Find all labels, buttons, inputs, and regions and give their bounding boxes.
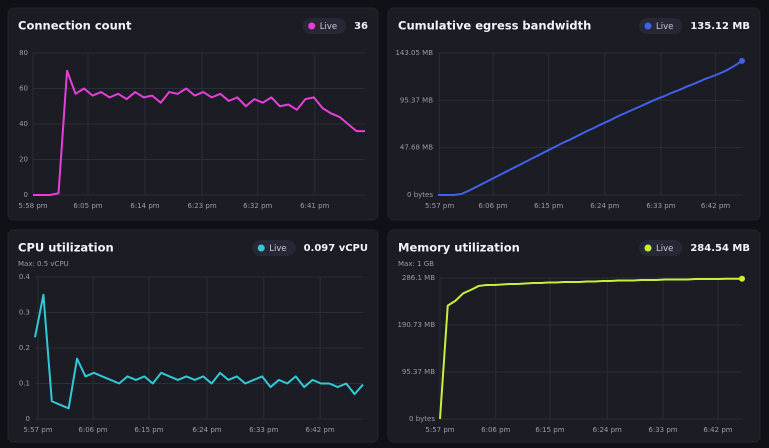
x-tick-label: 6:24 pm — [593, 426, 622, 434]
current-value: 36 — [354, 21, 368, 32]
badge-label: Live — [269, 244, 286, 254]
current-value: 284.54 MB — [690, 243, 750, 254]
y-tick-label: 40 — [19, 120, 28, 128]
x-tick-label: 5:57 pm — [425, 426, 454, 434]
x-tick-label: 6:14 pm — [130, 202, 159, 210]
live-dot — [308, 22, 316, 30]
x-tick-label: 6:15 pm — [134, 426, 163, 434]
x-tick-label: 6:33 pm — [648, 426, 677, 434]
x-tick-label: 6:23 pm — [187, 202, 216, 210]
y-tick-label: 0.3 — [19, 309, 30, 317]
live-dot — [644, 244, 652, 252]
chart-subtitle: Max: 1 GB — [398, 260, 434, 268]
chart-title: Cumulative egress bandwidth — [398, 19, 591, 33]
y-tick-label: 0.2 — [19, 344, 30, 352]
x-tick-label: 6:15 pm — [535, 426, 564, 434]
y-tick-label: 143.05 MB — [395, 49, 433, 57]
x-tick-label: 6:42 pm — [305, 426, 334, 434]
x-tick-label: 6:32 pm — [243, 202, 272, 210]
y-tick-label: 190.73 MB — [397, 321, 435, 329]
panel — [387, 7, 761, 221]
y-tick-label: 95.37 MB — [400, 96, 433, 104]
y-tick-label: 80 — [19, 49, 28, 57]
chart-title: CPU utilization — [18, 241, 114, 255]
panel — [7, 229, 379, 443]
x-tick-label: 5:57 pm — [425, 202, 454, 210]
y-tick-label: 0 bytes — [407, 191, 433, 199]
x-tick-label: 6:06 pm — [481, 426, 510, 434]
x-tick-label: 6:42 pm — [703, 426, 732, 434]
y-tick-label: 0.1 — [19, 380, 30, 388]
live-badge — [252, 240, 296, 256]
live-dot — [257, 244, 265, 252]
y-tick-label: 95.37 MB — [402, 368, 435, 376]
x-tick-label: 6:24 pm — [590, 202, 619, 210]
x-tick-label: 6:33 pm — [646, 202, 675, 210]
x-tick-label: 6:06 pm — [478, 202, 507, 210]
series-line — [438, 60, 743, 196]
y-tick-label: 286.1 MB — [402, 274, 435, 282]
badge-label: Live — [656, 22, 673, 32]
x-tick-label: 6:33 pm — [249, 426, 278, 434]
x-tick-label: 6:42 pm — [701, 202, 730, 210]
badge-label: Live — [320, 22, 337, 32]
chart-title: Connection count — [18, 19, 132, 33]
badge-label: Live — [656, 244, 673, 254]
x-tick-label: 6:06 pm — [78, 426, 107, 434]
y-tick-label: 60 — [19, 85, 28, 93]
chart-title: Memory utilization — [398, 241, 520, 255]
x-tick-label: 6:05 pm — [73, 202, 102, 210]
x-tick-label: 6:15 pm — [534, 202, 563, 210]
x-tick-label: 6:41 pm — [300, 202, 329, 210]
end-marker — [739, 275, 745, 282]
live-badge — [638, 240, 683, 256]
x-tick-label: 5:57 pm — [23, 426, 52, 434]
x-tick-label: 6:24 pm — [192, 426, 221, 434]
end-marker — [739, 57, 745, 64]
live-badge — [638, 18, 683, 34]
y-tick-label: 0 — [24, 191, 28, 199]
series-line — [439, 277, 743, 420]
y-tick-label: 0 — [26, 415, 30, 423]
current-value: 135.12 MB — [690, 21, 750, 32]
y-tick-label: 20 — [19, 156, 28, 164]
x-tick-label: 5:58 pm — [18, 202, 47, 210]
y-tick-label: 47.68 MB — [400, 144, 433, 152]
panel — [387, 229, 761, 443]
live-dot — [644, 22, 652, 30]
series-line — [33, 69, 365, 196]
y-tick-label: 0.4 — [19, 273, 31, 281]
y-tick-label: 0 bytes — [409, 415, 435, 423]
panel — [7, 7, 379, 221]
series-line — [34, 293, 364, 410]
live-badge — [302, 18, 347, 34]
chart-subtitle: Max: 0.5 vCPU — [18, 260, 69, 268]
current-value: 0.097 vCPU — [304, 243, 368, 254]
